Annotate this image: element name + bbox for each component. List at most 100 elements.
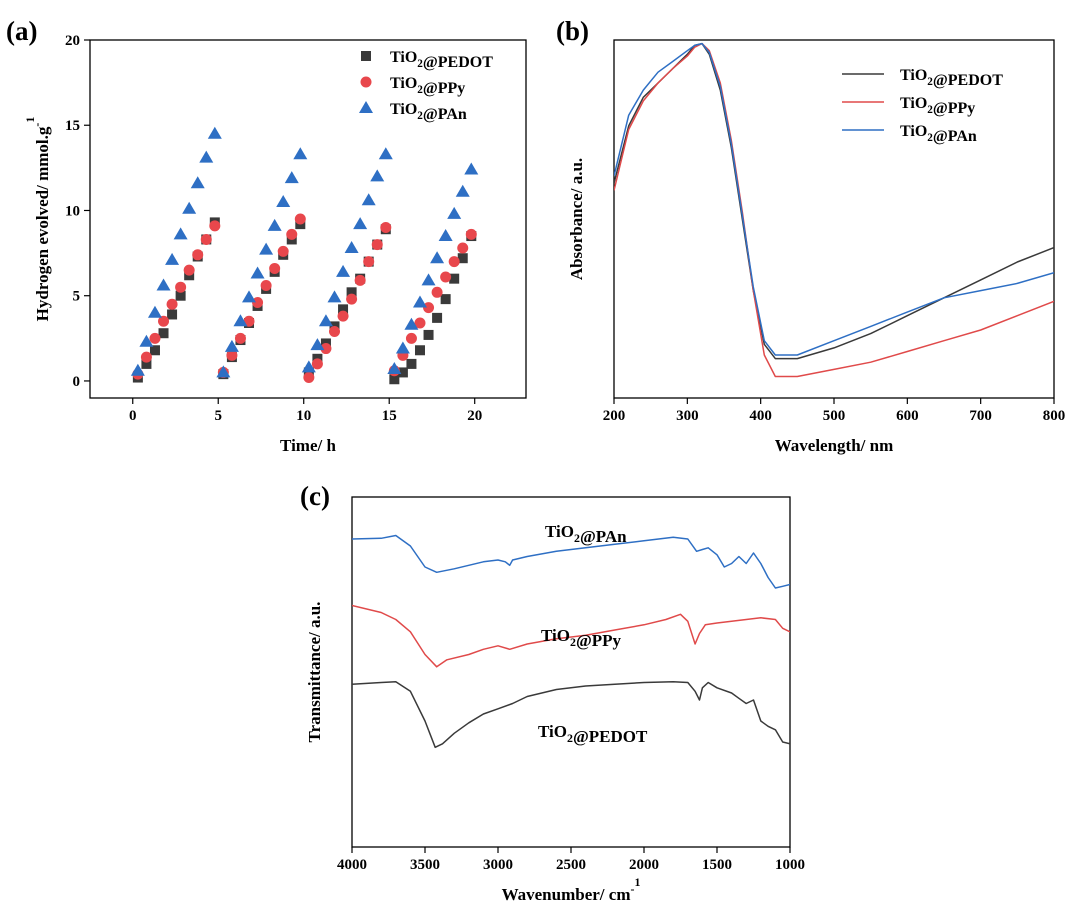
data-point (440, 294, 451, 305)
data-point (440, 271, 452, 283)
data-point (216, 365, 231, 378)
data-point (259, 242, 274, 255)
panel-c: (c) 4000 3500 3000 2500 2000 1500 1000 Wavenumbe… (300, 481, 805, 904)
data-point (130, 363, 145, 376)
data-point (412, 295, 427, 308)
x-tick-label: 20 (467, 408, 482, 424)
data-point (243, 315, 255, 327)
data-point (234, 332, 246, 344)
data-point (224, 339, 239, 352)
data-point (139, 334, 154, 347)
data-point (363, 256, 375, 268)
data-point (167, 309, 178, 320)
data-point (158, 328, 169, 339)
data-point (414, 345, 425, 356)
data-point (432, 312, 443, 323)
data-point (327, 290, 342, 303)
series-line (614, 42, 1054, 356)
data-point (337, 310, 349, 322)
x-tick-label: 10 (296, 408, 311, 424)
x-tick-label: 800 (1043, 408, 1066, 424)
data-point (294, 213, 306, 225)
data-point (336, 264, 351, 277)
x-tick-label: 15 (382, 408, 397, 424)
panel-a: (a) 0 5 10 15 20 0 5 10 15 20 Time/ h Hydrogen evolv… (6, 16, 527, 455)
series-line (614, 42, 1054, 378)
data-point (173, 227, 188, 240)
legend-marker (360, 76, 372, 88)
x-tick-label: 2500 (556, 857, 586, 873)
data-point (192, 249, 204, 261)
data-point (199, 150, 214, 163)
data-point (311, 358, 323, 370)
x-tick-label: 700 (969, 408, 992, 424)
data-point (277, 245, 289, 257)
data-point (267, 218, 282, 231)
data-point (455, 184, 470, 197)
data-point (209, 220, 221, 232)
data-point (354, 274, 366, 286)
data-point (260, 279, 272, 291)
data-point (431, 286, 443, 298)
data-point (457, 242, 469, 254)
data-point (423, 302, 435, 314)
data-point (361, 193, 376, 206)
data-point (421, 273, 436, 286)
data-point (395, 341, 410, 354)
data-point (389, 374, 400, 385)
panel-b: (b) 200 300 400 500 600 700 800 Wavelength/ nm Ab… (556, 16, 1065, 455)
data-point (165, 252, 180, 265)
legend-label: TiO2@PPy (390, 75, 465, 97)
data-point (175, 281, 187, 293)
trace-label: TiO2@PAn (545, 522, 627, 546)
plot-frame (613, 39, 1055, 399)
data-point (293, 147, 308, 160)
data-point (284, 171, 299, 184)
series-triangle (130, 126, 479, 378)
plot-frame (89, 39, 527, 399)
y-tick-label: 0 (73, 374, 81, 390)
data-point (414, 317, 426, 329)
data-point (200, 233, 212, 245)
data-point (310, 338, 325, 351)
x-tick-label: 200 (603, 408, 626, 424)
series-square (132, 217, 477, 385)
data-point (464, 162, 479, 175)
y-tick-label: 15 (65, 118, 80, 134)
y-axis-title: Transmittance/ a.u. (305, 602, 324, 743)
data-point (338, 304, 349, 315)
panel-label: (a) (6, 16, 37, 46)
data-point (252, 297, 264, 309)
data-point (329, 326, 341, 338)
x-tick-label: 2000 (629, 857, 659, 873)
data-point (156, 278, 171, 291)
x-tick-label: 500 (823, 408, 846, 424)
x-tick-label: 4000 (337, 857, 367, 873)
legend-label: TiO2@PAn (900, 123, 977, 145)
data-point (250, 266, 265, 279)
x-axis-title: Wavenumber/ cm-1 (502, 875, 641, 904)
data-point (370, 169, 385, 182)
legend-marker (361, 51, 371, 61)
data-point (320, 343, 332, 355)
x-tick-label: 600 (896, 408, 919, 424)
x-axis-title: Wavelength/ nm (775, 436, 894, 455)
data-point (140, 351, 152, 363)
legend-label: TiO2@PEDOT (900, 67, 1003, 89)
x-axis-title: Time/ h (280, 436, 336, 455)
x-tick-label: 400 (749, 408, 772, 424)
data-point (405, 332, 417, 344)
trace-label: TiO2@PPy (541, 626, 622, 650)
legend-label: TiO2@PEDOT (390, 49, 493, 71)
x-tick-label: 300 (676, 408, 699, 424)
y-tick-label: 10 (65, 203, 80, 219)
panel-label: (b) (556, 16, 589, 46)
data-point (387, 362, 402, 375)
data-point (183, 264, 195, 276)
data-point (303, 372, 315, 384)
x-tick-label: 1000 (775, 857, 805, 873)
plot-area (352, 534, 790, 749)
legend-label: TiO2@PPy (900, 95, 975, 117)
data-point (346, 293, 358, 305)
